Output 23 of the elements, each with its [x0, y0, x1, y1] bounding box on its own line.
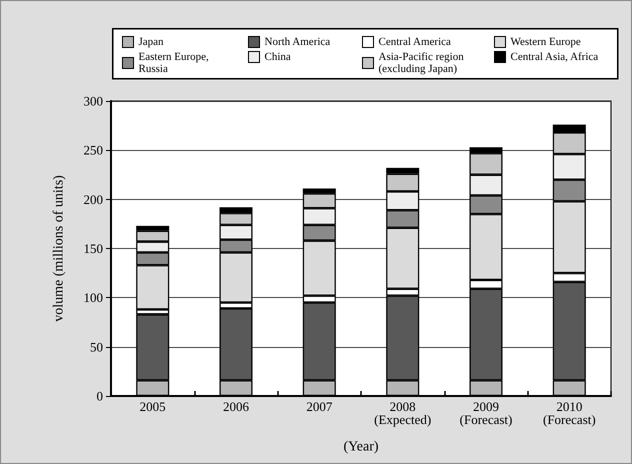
x-tick-label: 2008 (Expected) — [374, 399, 432, 427]
y-tick-label: 300 — [84, 94, 103, 108]
y-tick-label: 150 — [84, 241, 103, 256]
legend-label: Japan — [138, 36, 164, 48]
x-tick-label: 2010 (Forecast) — [542, 399, 596, 427]
legend-label: North America — [264, 36, 330, 48]
y-tick-label: 200 — [84, 192, 103, 207]
legend-label: Western Europe — [510, 36, 581, 48]
legend-label: China — [264, 51, 291, 63]
y-tick-label: 50 — [90, 339, 103, 354]
legend-label: Eastern Europe, Russia — [138, 51, 212, 75]
x-tick-label: 2007 — [306, 399, 333, 414]
y-tick-label: 250 — [84, 142, 103, 158]
y-tick-label: 0 — [96, 388, 103, 404]
x-tick-label: 2006 — [223, 399, 250, 414]
legend-label: Central America — [378, 36, 452, 48]
x-axis-title: (Year) — [343, 440, 379, 454]
legend-label: Asia-Pacific region (excluding Japan) — [378, 51, 466, 75]
legend-label: Central Asia, Africa — [510, 51, 598, 63]
y-tick-label: 100 — [84, 290, 103, 306]
y-axis-title: volume (millions of units) — [52, 174, 66, 322]
x-tick-label: 2009 (Forecast) — [460, 399, 512, 427]
x-tick-label: 2005 — [140, 399, 166, 414]
